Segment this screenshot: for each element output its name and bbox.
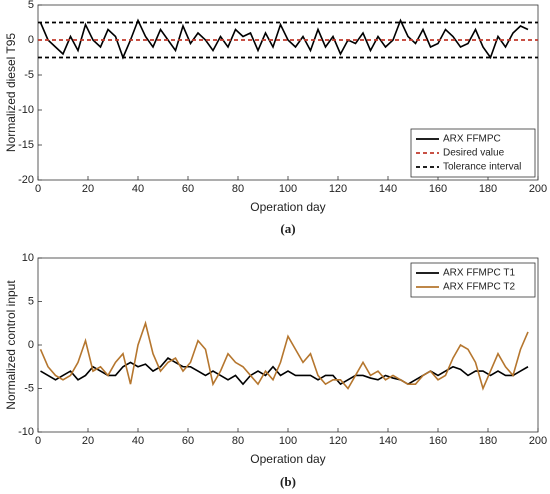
y-tick-label: -10: [18, 426, 34, 438]
x-tick-label: 140: [379, 183, 397, 195]
series-line: [39, 320, 529, 391]
legend-label: ARX FFMPC T2: [443, 282, 515, 293]
x-tick-label: 0: [35, 183, 41, 195]
y-tick-label: 0: [28, 34, 34, 46]
x-tick-label: 160: [429, 435, 447, 447]
y-axis-label: Normalized diesel T95: [4, 33, 18, 152]
x-tick-label: 20: [82, 183, 94, 195]
x-tick-label: 80: [232, 435, 244, 447]
x-tick-label: 200: [529, 183, 547, 195]
x-tick-label: 100: [279, 183, 297, 195]
x-tick-label: 60: [182, 183, 194, 195]
y-tick-label: 10: [22, 252, 34, 264]
subplot: 0 20 40 60 80 100 120 140 160 180 200 -20 -15 -10 -5 0 5…: [4, 0, 547, 236]
x-tick-label: 140: [379, 435, 397, 447]
legend-label: Desired value: [443, 148, 505, 159]
x-tick-label: 40: [132, 183, 144, 195]
x-axis-label: Operation day: [250, 452, 325, 466]
x-tick-label: 180: [479, 183, 497, 195]
legend-label: Tolerance interval: [443, 162, 521, 173]
series-line: [39, 18, 529, 60]
subplot: 0 20 40 60 80 100 120 140 160 180 200 -10 -5 0 5 10 Oper…: [4, 252, 547, 489]
y-tick-label: -15: [18, 139, 34, 151]
x-axis-label: Operation day: [250, 200, 325, 214]
x-tick-label: 20: [82, 435, 94, 447]
x-tick-label: 0: [35, 435, 41, 447]
x-tick-label: 80: [232, 183, 244, 195]
y-tick-label: -5: [24, 382, 34, 394]
caption: (a): [280, 221, 295, 236]
y-tick-label: -5: [24, 69, 34, 81]
x-tick-label: 100: [279, 435, 297, 447]
x-tick-label: 120: [329, 183, 347, 195]
y-axis-label: Normalized control input: [4, 280, 18, 410]
y-tick-label: 0: [28, 339, 34, 351]
caption: (b): [280, 474, 296, 489]
x-tick-label: 160: [429, 183, 447, 195]
y-tick-label: 5: [28, 0, 34, 11]
x-tick-label: 60: [182, 435, 194, 447]
x-tick-label: 120: [329, 435, 347, 447]
legend-box: [410, 262, 536, 298]
x-tick-label: 200: [529, 435, 547, 447]
legend-label: ARX FFMPC: [443, 134, 501, 145]
y-tick-label: -20: [18, 174, 34, 186]
x-tick-label: 180: [479, 435, 497, 447]
x-tick-label: 40: [132, 435, 144, 447]
legend-label: ARX FFMPC T1: [443, 268, 515, 279]
series-line: [40, 357, 529, 386]
y-tick-label: -10: [18, 104, 34, 116]
y-tick-label: 5: [28, 295, 34, 307]
